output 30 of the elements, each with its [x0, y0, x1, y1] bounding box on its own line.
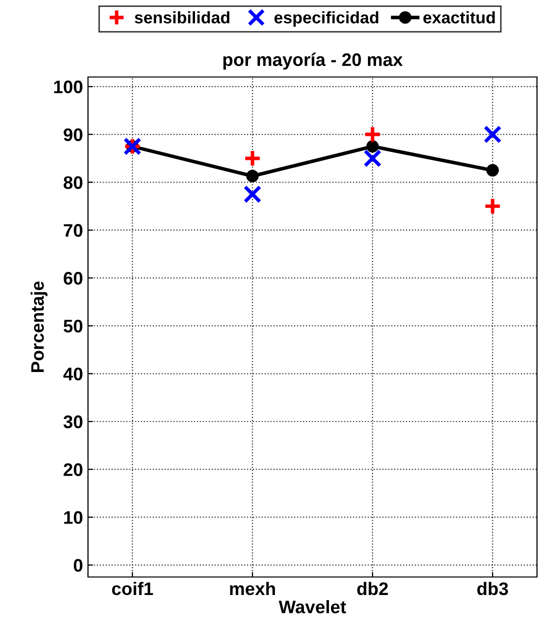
y-tick-label: 90	[64, 128, 82, 142]
y-axis-title: Porcentaje	[30, 281, 48, 372]
y-tick-label: 40	[63, 368, 82, 380]
y-tick-label: 30	[63, 415, 82, 428]
legend-label: especificidad	[274, 11, 378, 27]
y-tick-label: 100	[54, 80, 82, 94]
point	[364, 149, 382, 168]
y-tick-label: 60	[64, 272, 82, 285]
point	[484, 125, 502, 144]
point	[364, 125, 382, 144]
point	[486, 164, 499, 177]
y-tick-label: 80	[64, 176, 82, 189]
legend-label: exactitud	[423, 11, 495, 24]
point	[243, 149, 262, 168]
y-tick-label: 10	[64, 511, 82, 524]
x-tick-label: db2	[357, 582, 388, 596]
y-tick-label: 0	[74, 558, 82, 572]
y-tick-label: 20	[64, 463, 82, 476]
chart-title: por mayoría - 20 max	[223, 52, 403, 70]
y-tick-label: 50	[64, 320, 82, 333]
legend-label: sensibilidad	[134, 11, 230, 24]
y-tick-label: 70	[64, 224, 82, 237]
x-tick-label: db3	[477, 582, 508, 596]
x-axis-title: Wavelet	[278, 600, 346, 614]
x-tick-label: mexh	[230, 582, 275, 596]
point	[243, 185, 262, 204]
point	[366, 140, 379, 153]
point	[246, 170, 259, 182]
x-tick-label: coif1	[112, 582, 153, 596]
point	[484, 197, 502, 216]
